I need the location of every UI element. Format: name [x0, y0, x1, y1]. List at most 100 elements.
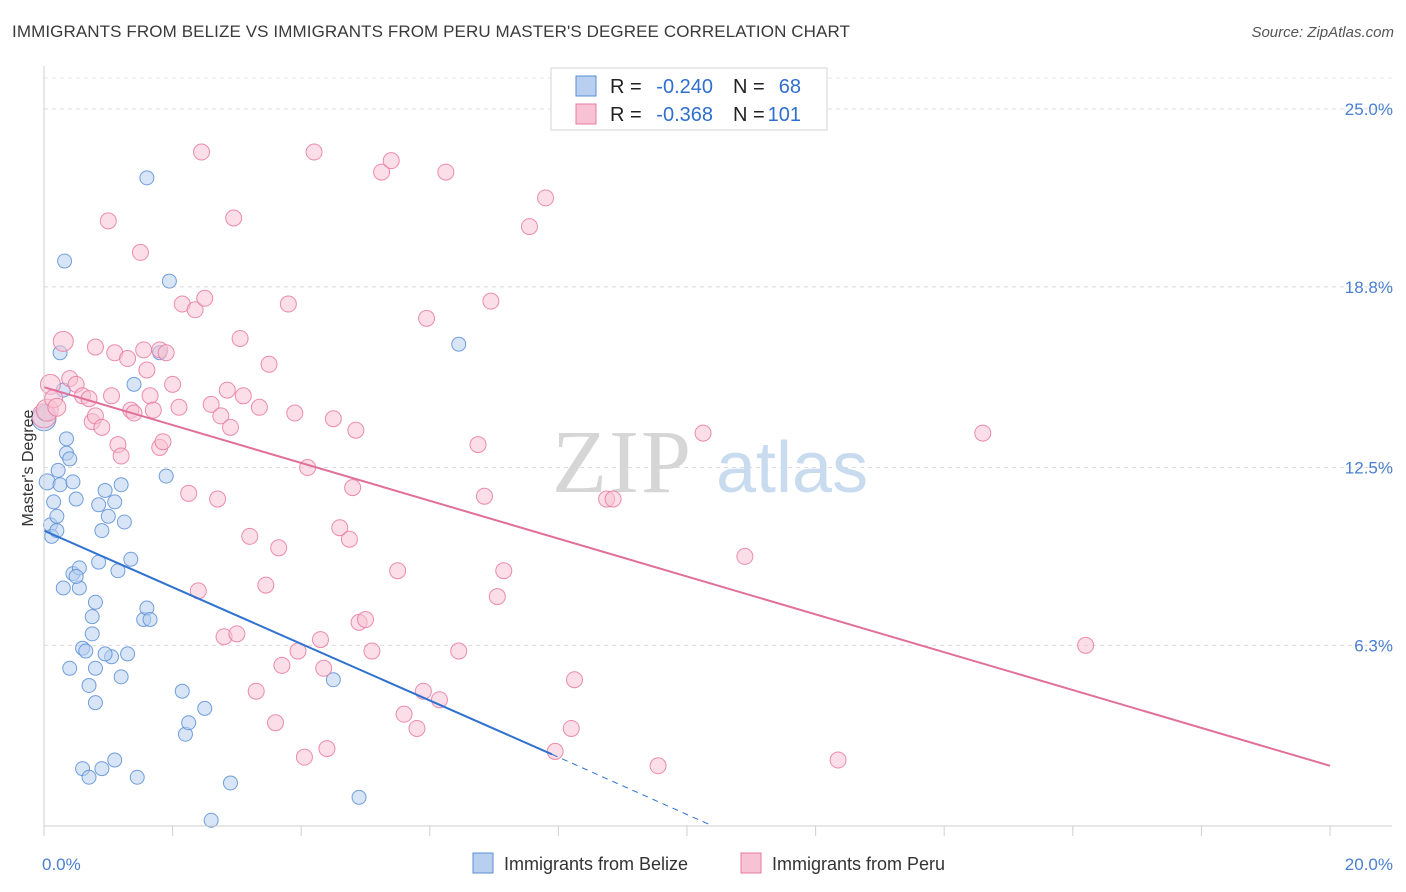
- belize-point: [94, 761, 110, 777]
- belize-point: [100, 508, 116, 524]
- peru-point: [829, 751, 847, 769]
- peru-point: [357, 611, 374, 629]
- peru-point: [86, 338, 104, 356]
- belize-point: [451, 336, 467, 352]
- peru-point: [99, 212, 117, 230]
- belize-point: [142, 612, 158, 628]
- stats-n-value: 101: [768, 104, 801, 126]
- peru-point: [537, 189, 555, 207]
- belize-point: [139, 170, 155, 186]
- belize-point: [78, 643, 94, 659]
- stats-r-label: R =: [610, 76, 642, 98]
- belize-point: [68, 568, 84, 584]
- peru-point: [250, 398, 268, 416]
- peru-point: [418, 309, 436, 327]
- peru-point: [228, 625, 246, 643]
- belize-point: [65, 474, 81, 490]
- x-tick-label-max: 20.0%: [1345, 855, 1393, 874]
- belize-point: [62, 451, 78, 467]
- belize-point: [49, 508, 65, 524]
- peru-point: [103, 387, 121, 405]
- peru-point: [475, 487, 493, 505]
- belize-point: [107, 494, 123, 510]
- y-tick-label: 25.0%: [1345, 100, 1393, 119]
- belize-point: [91, 497, 107, 513]
- peru-point: [382, 152, 400, 170]
- peru-point: [202, 395, 220, 413]
- stats-legend-box: [550, 67, 828, 131]
- peru-point: [649, 757, 667, 775]
- belize-point: [57, 253, 73, 269]
- peru-point: [260, 355, 278, 373]
- peru-point: [196, 289, 214, 307]
- peru-point: [257, 576, 275, 594]
- y-axis-label: Master's Degree: [20, 409, 37, 526]
- belize-point: [161, 273, 177, 289]
- peru-point: [347, 421, 365, 439]
- peru-point: [273, 656, 291, 674]
- peru-point: [141, 387, 159, 405]
- peru-point: [694, 424, 712, 442]
- peru-point: [170, 398, 188, 416]
- peru-point: [604, 490, 622, 508]
- peru-point: [186, 301, 204, 319]
- peru-point: [225, 209, 243, 227]
- belize-point: [84, 609, 100, 625]
- watermark-zip: ZIP: [552, 413, 693, 512]
- peru-point: [154, 433, 172, 451]
- belize-point: [197, 700, 213, 716]
- peru-point: [231, 329, 249, 347]
- stats-legend-swatch: [575, 75, 597, 97]
- stats-r-value: -0.368: [656, 104, 713, 126]
- belize-point: [50, 462, 66, 478]
- peru-trend-line: [43, 386, 1331, 767]
- peru-point: [562, 719, 580, 737]
- stats-legend-swatch: [575, 103, 597, 125]
- peru-point: [164, 375, 182, 393]
- peru-point: [144, 401, 162, 419]
- peru-point: [974, 424, 992, 442]
- belize-point: [116, 514, 132, 530]
- belize-point: [46, 494, 62, 510]
- stats-r-value: -0.240: [656, 76, 713, 98]
- peru-point: [488, 588, 506, 606]
- peru-point: [138, 361, 156, 379]
- belize-point: [113, 669, 129, 685]
- belize-trend-extension: [551, 753, 713, 827]
- belize-point: [87, 695, 103, 711]
- peru-point: [311, 631, 329, 649]
- belize-point: [120, 646, 136, 662]
- peru-point: [119, 350, 137, 368]
- peru-point: [331, 519, 349, 537]
- peru-point: [315, 659, 333, 677]
- belize-point: [84, 626, 100, 642]
- peru-point: [299, 459, 317, 477]
- peru-point: [495, 562, 513, 580]
- peru-point: [1077, 636, 1095, 654]
- peru-point: [212, 407, 230, 425]
- peru-point: [482, 292, 500, 310]
- peru-point: [408, 719, 426, 737]
- legend-swatch-peru: [740, 852, 762, 874]
- belize-point: [62, 660, 78, 676]
- peru-point: [270, 539, 288, 557]
- peru-point: [318, 740, 336, 758]
- belize-point: [55, 580, 71, 596]
- belize-point: [203, 812, 219, 828]
- belize-point: [38, 473, 56, 491]
- stats-r-label: R =: [610, 104, 642, 126]
- belize-point: [123, 551, 139, 567]
- peru-point: [241, 527, 259, 545]
- peru-point: [395, 705, 413, 723]
- peru-point: [546, 742, 564, 760]
- y-tick-label: 18.8%: [1345, 278, 1393, 297]
- belize-point: [81, 677, 97, 693]
- peru-point: [520, 218, 538, 236]
- peru-point: [209, 490, 227, 508]
- belize-point: [52, 477, 68, 493]
- peru-point: [324, 410, 342, 428]
- belize-point: [87, 594, 103, 610]
- peru-point: [221, 418, 239, 436]
- belize-point: [351, 789, 367, 805]
